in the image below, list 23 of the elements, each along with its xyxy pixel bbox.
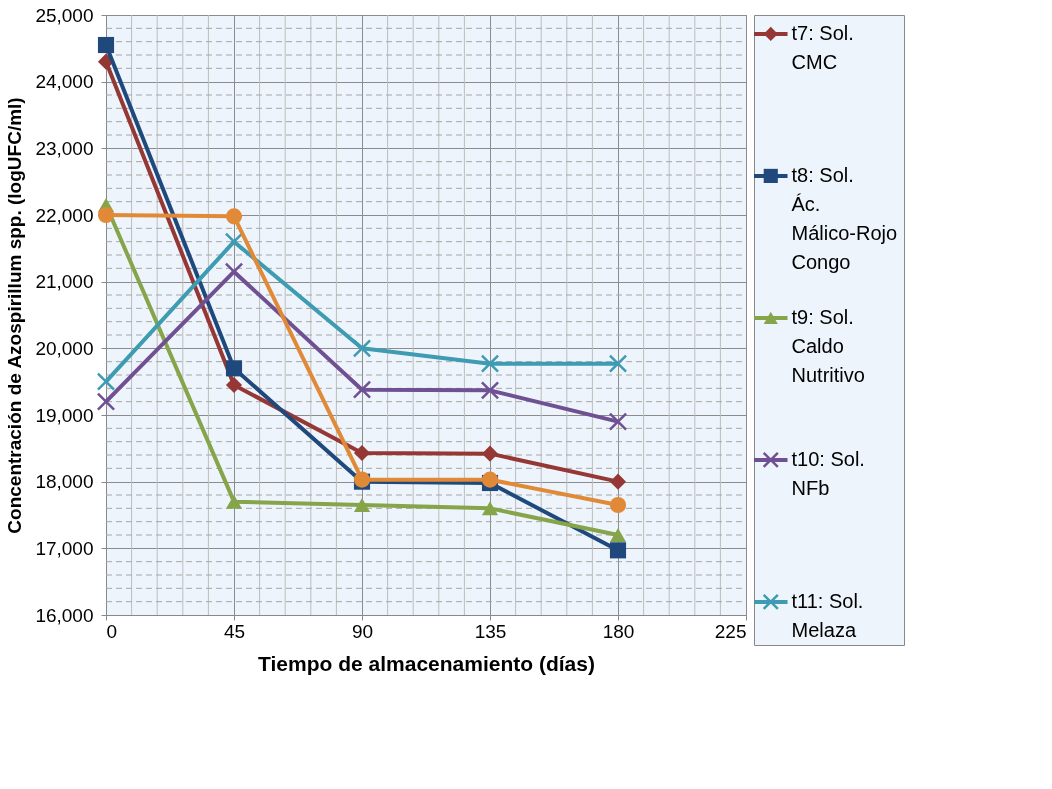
y-tick-label: 18,000 [35,471,94,493]
x-tick-label: 90 [351,620,374,642]
x-tick-label: 45 [223,620,246,642]
y-tick-label: 25,000 [35,4,94,26]
legend-label: t10: Sol. NFb [791,447,865,499]
legend-label: t9: Sol. Caldo Nutritivo [791,305,865,386]
y-tick-label: 22,000 [35,204,94,226]
legend-label: t11: Sol. Melaza [791,589,864,641]
legend-label: t7: Sol. CMC [791,21,854,73]
x-axis-title: Tiempo de almacenamiento (días) [258,651,595,675]
y-tick-label: 24,000 [35,71,94,93]
y-tick-label: 23,000 [35,137,94,159]
y-tick-label: 20,000 [35,337,94,359]
legend-label: t8: Sol. Ác. Málico-Rojo Congo [791,163,898,273]
x-tick-label: 135 [474,620,507,642]
y-tick-label: 16,000 [35,604,94,626]
x-tick-label: 180 [602,620,635,642]
y-axis-title: Concentración de Azospirillum spp. (logUFC/ml) [4,97,26,534]
y-tick-label: 21,000 [35,271,94,293]
y-tick-label: 19,000 [35,404,94,426]
y-tick-label: 17,000 [35,537,94,559]
x-tick-label: 0 [106,620,118,642]
x-tick-label: 225 [714,620,747,642]
